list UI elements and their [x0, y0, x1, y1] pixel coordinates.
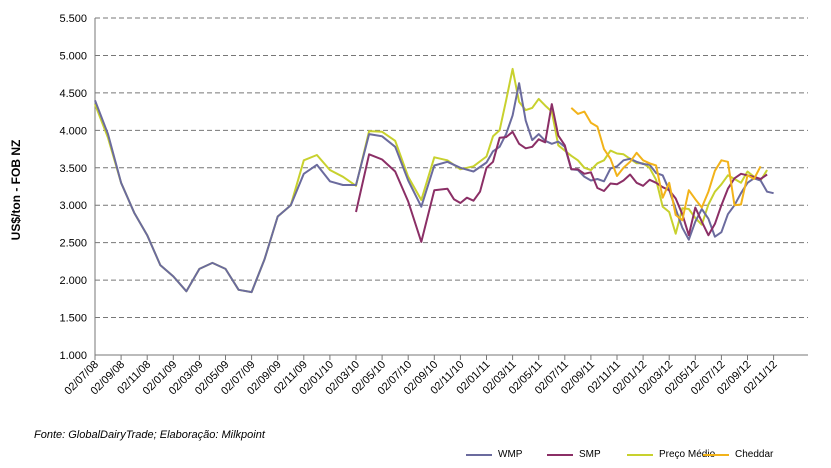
legend-swatch [627, 453, 653, 456]
series-line-smp [355, 103, 768, 243]
legend-label: Preço Médio [659, 449, 716, 460]
legend-label: WMP [498, 449, 523, 460]
legend-item: WMP [466, 449, 522, 460]
legend-item: Cheddar [703, 449, 773, 460]
legend-swatch [547, 453, 573, 456]
y-tick-label: 5.000 [59, 50, 87, 62]
y-tick-label: 1.500 [59, 313, 87, 325]
y-axis-label: US$/ton - FOB NZ [9, 140, 23, 241]
y-tick-label: 3.000 [59, 200, 87, 212]
series-lines [94, 67, 774, 294]
series-line-wmp [94, 82, 774, 294]
y-tick-label: 2.000 [59, 275, 87, 287]
y-tick-label: 4.500 [59, 88, 87, 100]
y-tick-label: 3.500 [59, 163, 87, 175]
x-tick-labels: 02/07/0802/09/0802/11/0802/01/0902/03/09… [62, 359, 779, 398]
gridlines [95, 17, 808, 356]
y-tick-label: 5.500 [59, 13, 87, 25]
y-tick-labels: 1.000 1.500 2.000 2.500 3.000 3.500 4.000 4.500… [59, 13, 87, 362]
legend-swatch [703, 453, 729, 456]
y-tick-label: 2.500 [59, 238, 87, 250]
legend-item: SMP [547, 449, 601, 460]
series-line-cheddar [570, 107, 762, 222]
source-note: Fonte: GlobalDairyTrade; Elaboração: Mil… [34, 429, 265, 441]
legend-label: SMP [579, 449, 601, 460]
y-tick-label: 1.000 [59, 350, 87, 362]
legend-label: Cheddar [735, 449, 774, 460]
legend-item: Preço Médio [627, 449, 715, 460]
series-line-pre-o-m-dio [94, 67, 768, 294]
y-tick-label: 4.000 [59, 125, 87, 137]
legend-swatch [466, 453, 492, 456]
axes [94, 18, 775, 360]
